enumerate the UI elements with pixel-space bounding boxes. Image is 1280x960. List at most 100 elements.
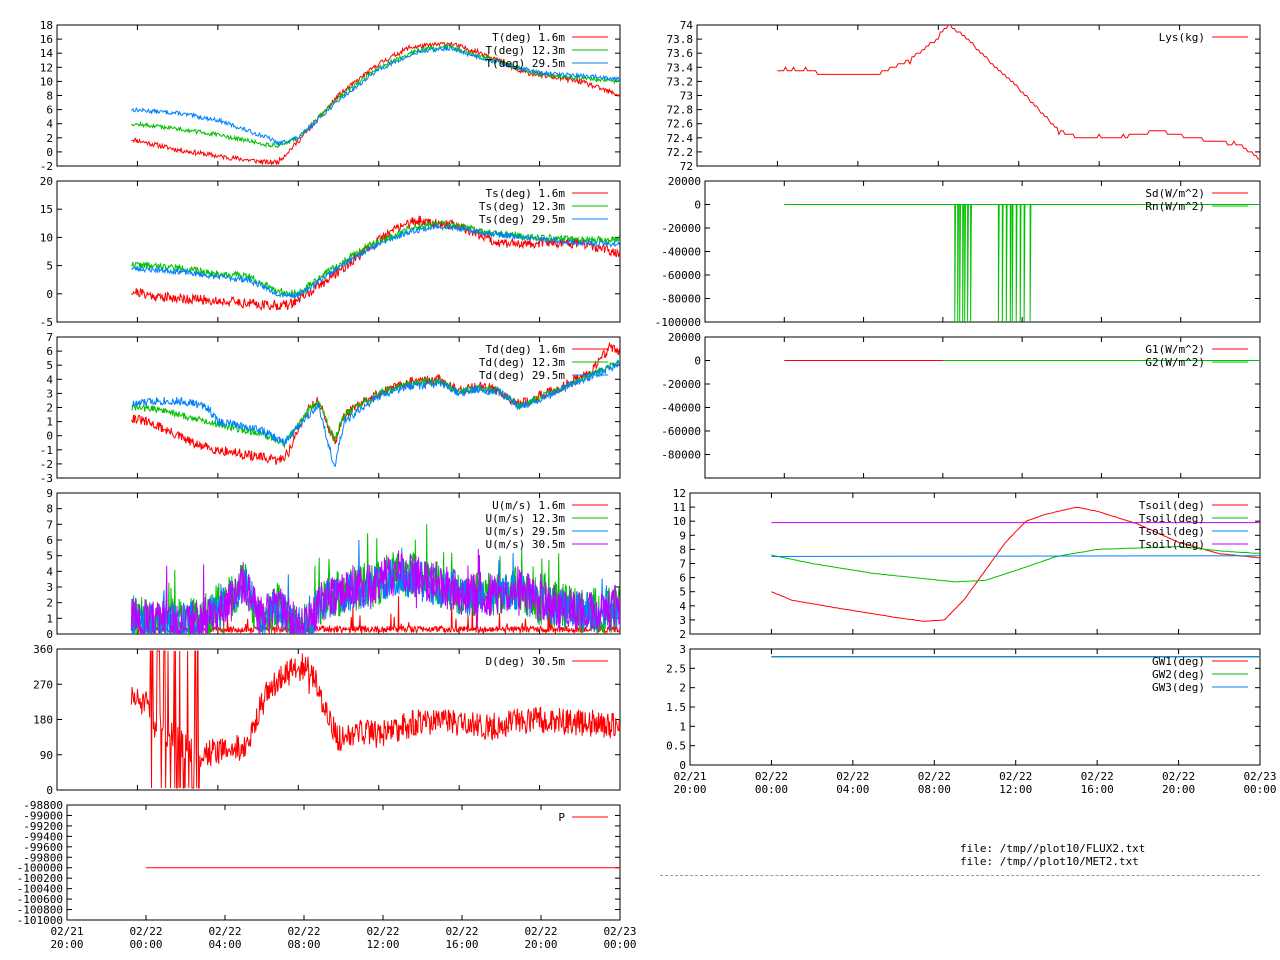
p_rad-chart: -100000 -80000 -60000 -40000 -20000 0 20000 Sd(… [655, 175, 1261, 329]
y-tick-label: 18 [40, 19, 53, 32]
legend-label: T(deg) 29.5m [486, 57, 566, 70]
y-tick-label: 73.4 [667, 61, 694, 74]
legend-label: G2(W/m^2) [1145, 356, 1205, 369]
legend-label: U(m/s) 29.5m [486, 525, 566, 538]
y-tick-label: -99400 [23, 830, 63, 843]
p_lys-frame [696, 24, 1261, 167]
legend-label: Lys(kg) [1159, 31, 1205, 44]
p_d-series-0 [130, 650, 620, 789]
p_p-frame [66, 804, 621, 921]
y-tick-label: 2.5 [666, 662, 686, 675]
y-tick-label: 0 [46, 628, 53, 641]
y-tick-label: -100800 [17, 904, 63, 917]
legend-label: Tsoil(deg) [1139, 538, 1205, 551]
x-tick-label-time: 20:00 [50, 938, 83, 951]
p_td-series-2 [131, 360, 620, 467]
y-tick-label: 3 [679, 643, 686, 656]
legend-label: Tsoil(deg) [1139, 499, 1205, 512]
y-tick-label: 10 [40, 75, 53, 88]
separator-line [660, 875, 1260, 876]
p_u-series-3 [130, 548, 620, 634]
legend-label: Tsoil(deg) [1139, 525, 1205, 538]
file-info: file: /tmp//plot10/FLUX2.txt file: /tmp/… [960, 842, 1145, 868]
y-tick-label: 11 [673, 501, 686, 514]
y-tick-label: 4 [46, 565, 53, 578]
y-tick-label: 0 [46, 430, 53, 443]
y-tick-label: 3 [46, 581, 53, 594]
x-tick-label-time: 16:00 [1081, 783, 1114, 796]
y-tick-label: 8 [46, 503, 53, 516]
legend-label: D(deg) 30.5m [486, 655, 566, 668]
p_lys-series-0 [777, 25, 1260, 160]
p_tsoil-series-2 [771, 555, 1260, 557]
p_g-chart: -80000 -60000 -40000 -20000 0 20000 G1(W/m^2)G… [661, 331, 1261, 479]
p_d-chart: 0 90 180 270 360 D(deg) 30.5m [33, 643, 621, 797]
y-tick-label: 8 [46, 90, 53, 103]
x-tick-label-date: 02/22 [287, 925, 320, 938]
x-tick-label-date: 02/22 [836, 770, 869, 783]
x-tick-label-time: 20:00 [1162, 783, 1195, 796]
y-tick-label: -40000 [661, 402, 701, 415]
y-tick-label: 72.4 [667, 132, 694, 145]
p_td-series-0 [130, 341, 620, 465]
y-tick-label: -1 [40, 444, 53, 457]
legend-label: G1(W/m^2) [1145, 343, 1205, 356]
y-tick-label: 270 [33, 678, 53, 691]
y-tick-label: 5 [46, 260, 53, 273]
y-tick-label: -99800 [23, 851, 63, 864]
x-tick-label-time: 04:00 [836, 783, 869, 796]
y-tick-label: -60000 [661, 269, 701, 282]
legend-label: GW2(deg) [1152, 668, 1205, 681]
p_tsoil-series-1 [771, 545, 1260, 583]
y-tick-label: -2 [40, 458, 53, 471]
y-tick-label: -80000 [661, 449, 701, 462]
p_temp-series-2 [131, 45, 620, 146]
x-tick-label-time: 20:00 [673, 783, 706, 796]
y-tick-label: 72 [680, 160, 693, 173]
y-tick-label: 2 [679, 682, 686, 695]
y-tick-label: -2 [40, 160, 53, 173]
y-tick-label: 20000 [668, 331, 701, 344]
y-tick-label: 5 [46, 359, 53, 372]
y-tick-label: 73.8 [667, 33, 694, 46]
y-tick-label: 10 [673, 515, 686, 528]
legend-label: Rn(W/m^2) [1145, 200, 1205, 213]
x-tick-label-time: 16:00 [445, 938, 478, 951]
y-tick-label: -100000 [17, 862, 63, 875]
y-tick-label: 12 [40, 61, 53, 74]
legend-label: P [558, 811, 565, 824]
x-tick-label-time: 00:00 [129, 938, 162, 951]
legend-label: Ts(deg) 1.6m [486, 187, 566, 200]
y-tick-label: 20000 [668, 175, 701, 188]
x-tick-label-date: 02/22 [1081, 770, 1114, 783]
y-tick-label: 73.6 [667, 47, 694, 60]
y-tick-label: -100400 [17, 883, 63, 896]
y-tick-label: 90 [40, 749, 53, 762]
legend-label: Td(deg) 1.6m [486, 343, 566, 356]
x-tick-label-time: 08:00 [918, 783, 951, 796]
y-tick-label: 5 [679, 586, 686, 599]
legend-label: T(deg) 1.6m [492, 31, 565, 44]
y-tick-label: 1 [46, 612, 53, 625]
p_u-frame [56, 492, 621, 635]
x-tick-label-date: 02/23 [603, 925, 636, 938]
p_p-chart: -101000-100800-100600-100400-100200-1000… [17, 799, 637, 951]
p_ts-series-1 [131, 219, 620, 298]
y-tick-label: -60000 [661, 425, 701, 438]
y-tick-label: -100200 [17, 872, 63, 885]
legend-label: Tsoil(deg) [1139, 512, 1205, 525]
y-tick-label: -100600 [17, 893, 63, 906]
x-tick-label-time: 00:00 [755, 783, 788, 796]
y-tick-label: -98800 [23, 799, 63, 812]
p_rad-series-1 [784, 204, 1260, 322]
y-tick-label: 360 [33, 643, 53, 656]
y-tick-label: 72.2 [667, 146, 694, 159]
x-tick-label-date: 02/23 [1243, 770, 1276, 783]
y-tick-label: 2 [46, 132, 53, 145]
y-tick-label: 4 [46, 373, 53, 386]
y-tick-label: 73.2 [667, 75, 694, 88]
legend-label: GW1(deg) [1152, 655, 1205, 668]
